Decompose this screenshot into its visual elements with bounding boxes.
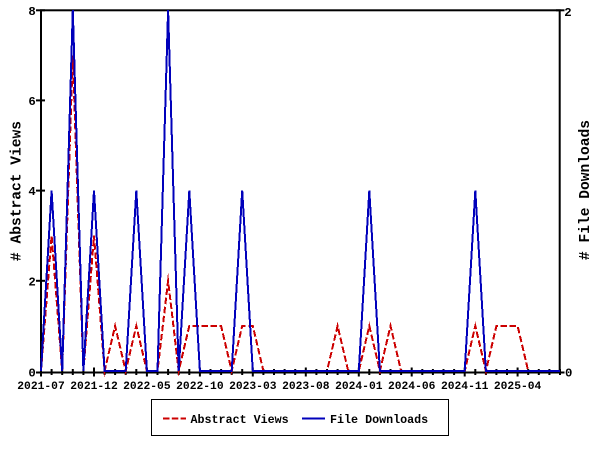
svg-text:0: 0 (28, 367, 35, 381)
svg-text:# Abstract Views: # Abstract Views (10, 121, 26, 261)
svg-text:# File Downloads: # File Downloads (578, 120, 594, 260)
svg-text:4: 4 (28, 185, 36, 199)
svg-text:Abstract Views: Abstract Views (191, 413, 289, 427)
svg-text:2024-11: 2024-11 (441, 381, 489, 393)
svg-text:2025-04: 2025-04 (494, 381, 542, 393)
svg-text:2022-05: 2022-05 (123, 381, 171, 393)
svg-text:2021-07: 2021-07 (17, 381, 65, 393)
svg-text:2024-06: 2024-06 (388, 381, 436, 393)
svg-text:2: 2 (28, 275, 35, 289)
svg-text:8: 8 (28, 5, 35, 19)
svg-text:6: 6 (28, 95, 35, 109)
svg-text:2024-01: 2024-01 (335, 381, 383, 393)
svg-text:2: 2 (564, 6, 571, 20)
svg-text:File Downloads: File Downloads (330, 413, 428, 427)
svg-text:2023-08: 2023-08 (282, 381, 330, 393)
svg-text:2021-12: 2021-12 (70, 381, 118, 393)
svg-text:2023-03: 2023-03 (229, 381, 277, 393)
svg-text:2022-10: 2022-10 (176, 381, 224, 393)
svg-text:0: 0 (565, 367, 572, 381)
